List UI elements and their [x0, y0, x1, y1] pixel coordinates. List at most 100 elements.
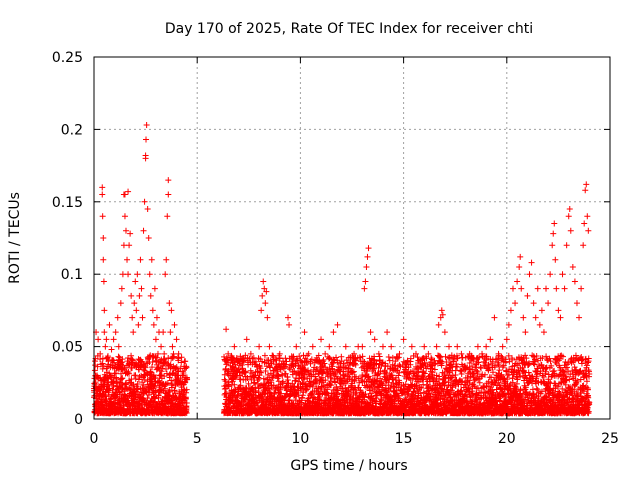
data-point — [367, 329, 374, 336]
data-point — [518, 285, 525, 292]
data-point — [163, 365, 170, 372]
data-point — [528, 259, 535, 266]
data-point — [129, 314, 136, 321]
data-point — [152, 336, 159, 343]
data-point — [487, 336, 494, 343]
data-point — [166, 300, 173, 307]
data-point — [386, 357, 393, 364]
data-point — [338, 353, 345, 360]
data-point — [133, 307, 140, 314]
data-point — [144, 206, 151, 213]
data-point — [97, 356, 104, 363]
data-point — [538, 307, 545, 314]
data-point — [150, 321, 157, 328]
data-point — [491, 314, 498, 321]
data-point — [559, 271, 566, 278]
data-point — [126, 370, 133, 377]
data-point — [116, 399, 123, 406]
data-point — [155, 392, 162, 399]
data-point — [125, 355, 132, 362]
data-point — [135, 321, 142, 328]
data-point — [551, 220, 558, 227]
data-point — [95, 336, 102, 343]
data-point — [516, 263, 523, 270]
data-point — [166, 388, 173, 395]
data-point — [421, 343, 428, 350]
data-point — [365, 245, 372, 252]
data-point — [106, 321, 113, 328]
data-point — [142, 155, 149, 162]
data-point — [284, 376, 291, 383]
data-point — [111, 359, 118, 366]
data-point — [168, 307, 175, 314]
data-point — [167, 329, 174, 336]
data-point — [101, 378, 108, 385]
data-point — [148, 256, 155, 263]
data-point — [545, 300, 552, 307]
data-point — [520, 314, 527, 321]
data-point — [154, 350, 161, 357]
data-point — [384, 329, 391, 336]
data-point — [99, 365, 106, 372]
data-point — [100, 235, 107, 241]
data-point — [264, 314, 271, 321]
data-point — [161, 359, 168, 366]
data-point — [446, 343, 453, 350]
data-point — [138, 285, 145, 292]
data-point — [438, 307, 445, 314]
data-point — [503, 336, 510, 343]
data-point — [149, 307, 156, 314]
data-point — [582, 187, 589, 194]
data-point — [140, 372, 147, 379]
data-point — [225, 350, 232, 357]
data-point — [499, 343, 506, 350]
data-point — [124, 256, 131, 263]
data-point — [263, 288, 270, 295]
data-point — [136, 292, 143, 299]
data-point — [122, 227, 129, 234]
data-point — [550, 230, 557, 237]
data-point — [100, 256, 107, 263]
data-point — [146, 271, 153, 278]
data-point — [293, 343, 300, 350]
data-point — [121, 366, 128, 373]
data-point — [441, 329, 448, 336]
data-point — [127, 379, 134, 386]
data-point — [243, 336, 250, 343]
data-point — [309, 343, 316, 350]
data-point — [99, 191, 106, 198]
data-point — [326, 343, 333, 350]
data-point — [289, 371, 296, 378]
data-point — [364, 253, 371, 260]
data-point — [135, 376, 142, 383]
data-point — [100, 278, 107, 285]
data-point — [160, 329, 167, 336]
data-point — [330, 329, 337, 336]
data-point — [94, 363, 101, 370]
data-point — [175, 355, 182, 362]
data-point — [285, 314, 292, 321]
data-point — [151, 285, 158, 292]
data-point — [154, 354, 161, 361]
data-point — [99, 184, 106, 191]
data-point — [137, 256, 144, 263]
data-point — [158, 368, 165, 375]
data-point — [524, 292, 531, 299]
data-point — [530, 300, 537, 307]
data-point — [112, 329, 119, 336]
data-point — [178, 354, 185, 361]
data-point — [149, 359, 156, 366]
data-point — [99, 213, 106, 220]
data-point — [301, 329, 308, 336]
data-point — [105, 381, 112, 388]
data-point — [517, 253, 524, 260]
data-point — [557, 314, 564, 321]
data-point — [145, 235, 152, 241]
data-point — [223, 326, 230, 333]
data-point — [123, 381, 130, 388]
data-point — [171, 321, 178, 328]
data-point — [103, 355, 110, 362]
data-point — [114, 314, 121, 321]
data-point — [454, 343, 461, 350]
